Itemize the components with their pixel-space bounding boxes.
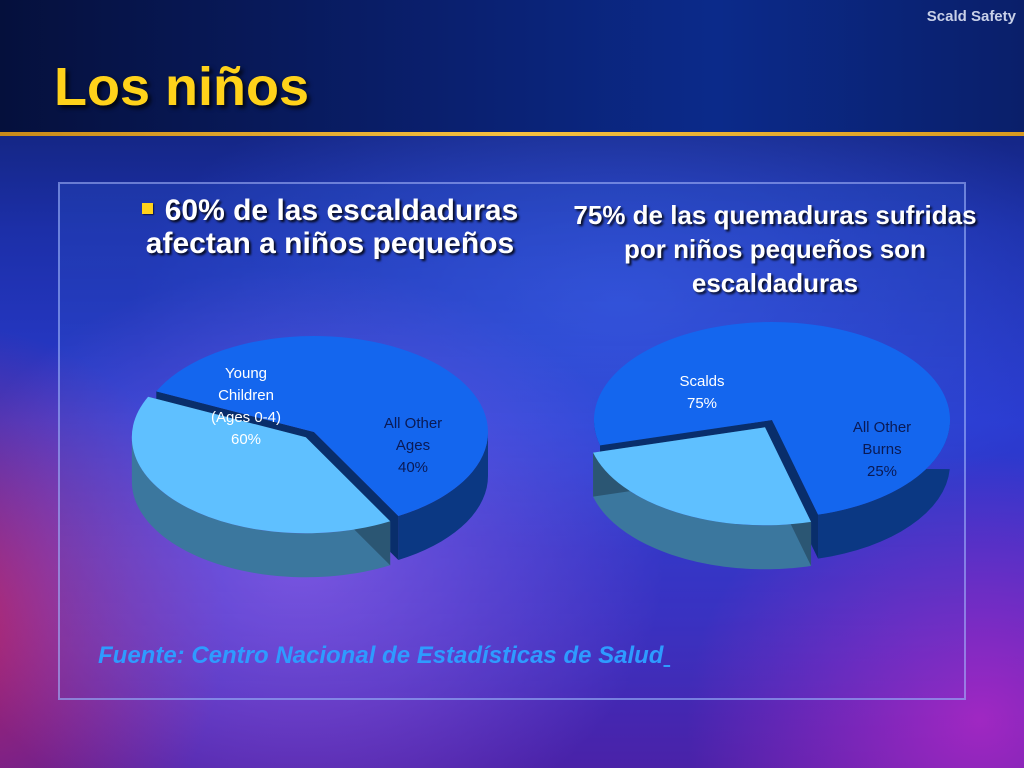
pie-1-label-1: Young Children (Ages 0-4) 60% bbox=[211, 365, 281, 448]
brand-label: Scald Safety bbox=[926, 8, 1016, 25]
pie-label-line: All Other bbox=[853, 419, 911, 436]
pie-label-line: (Ages 0-4) bbox=[211, 409, 281, 426]
pie-2-slice-2-side bbox=[593, 452, 812, 570]
pie-2-slice-2 bbox=[593, 427, 812, 526]
pie-label-line: Ages bbox=[396, 437, 430, 454]
pie-label-line: 75% bbox=[687, 395, 717, 412]
pie-label-line: 60% bbox=[231, 431, 261, 448]
left-bullet: 60% de las escaldaduras afectan a niños … bbox=[120, 194, 540, 260]
source-citation: Fuente: Centro Nacional de Estadísticas … bbox=[98, 642, 670, 670]
pie-2-label-1: Scalds 75% bbox=[679, 373, 724, 412]
pie-label-line: 40% bbox=[398, 459, 428, 476]
pie-label-line: Burns bbox=[862, 441, 901, 458]
bullet-square-icon bbox=[141, 202, 153, 214]
pie-label-line: Young bbox=[225, 365, 267, 382]
header-band bbox=[0, 0, 1024, 136]
pie-chart-1: Young Children (Ages 0-4) 60% All Other Ages 4… bbox=[131, 336, 489, 578]
slide-title: Los niños bbox=[54, 57, 309, 117]
pie-label-line: All Other bbox=[384, 415, 442, 432]
source-text: Fuente: Centro Nacional de Estadísticas … bbox=[98, 642, 664, 669]
pie-label-line: Scalds bbox=[679, 373, 724, 390]
right-statement: 75% de las quemaduras sufridas por niños… bbox=[573, 200, 977, 298]
pie-1-slice-2-side bbox=[131, 435, 391, 578]
pie-1-label-2: All Other Ages 40% bbox=[384, 415, 442, 476]
source-underline bbox=[663, 642, 670, 669]
pie-1-slice-2 bbox=[131, 396, 391, 534]
pie-layer: Young Children (Ages 0-4) 60% All Other Ages 4… bbox=[131, 322, 950, 578]
pie-1-slice-1-side bbox=[398, 431, 488, 560]
pie-label-line: 25% bbox=[867, 463, 897, 480]
pie-2-label-2: All Other Burns 25% bbox=[853, 419, 911, 480]
pie-2-slice-1 bbox=[594, 322, 950, 515]
pie-label-line: Children bbox=[218, 387, 274, 404]
header-divider bbox=[0, 132, 1024, 136]
pie-1-slice-1 bbox=[156, 336, 489, 516]
left-bullet-text: 60% de las escaldaduras afectan a niños … bbox=[145, 194, 519, 260]
pie-chart-2: Scalds 75% All Other Burns 25% bbox=[593, 322, 950, 570]
